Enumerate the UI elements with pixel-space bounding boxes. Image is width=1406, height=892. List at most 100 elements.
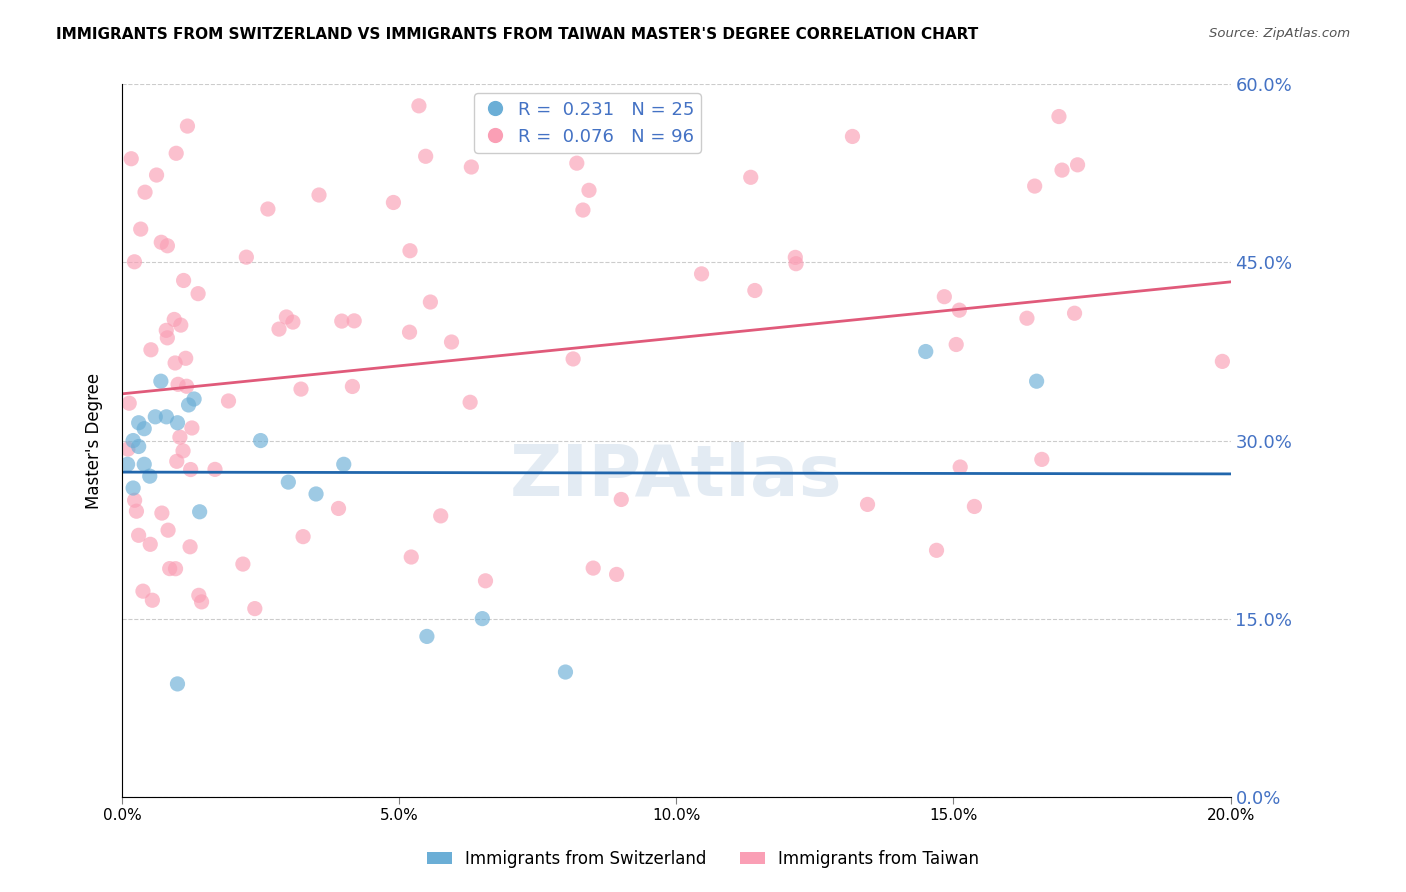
Immigrants from Taiwan <box>134 185 156 199</box>
Immigrants from Switzerland <box>117 458 139 472</box>
Immigrants from Taiwan <box>118 396 141 410</box>
Immigrants from Switzerland <box>183 392 205 406</box>
Immigrants from Taiwan <box>474 574 496 588</box>
Immigrants from Taiwan <box>744 284 766 298</box>
Immigrants from Taiwan <box>132 584 155 599</box>
Immigrants from Taiwan <box>292 530 315 544</box>
Immigrants from Taiwan <box>399 549 422 564</box>
Immigrants from Taiwan <box>856 497 879 511</box>
Immigrants from Taiwan <box>419 295 441 310</box>
Immigrants from Taiwan <box>180 462 202 476</box>
Immigrants from Taiwan <box>562 351 585 366</box>
Immigrants from Switzerland <box>166 416 188 430</box>
Immigrants from Taiwan <box>165 562 187 576</box>
Immigrants from Taiwan <box>740 170 762 185</box>
Immigrants from Taiwan <box>165 356 187 370</box>
Text: Source: ZipAtlas.com: Source: ZipAtlas.com <box>1209 27 1350 40</box>
Immigrants from Taiwan <box>218 394 240 409</box>
Immigrants from Switzerland <box>166 677 188 691</box>
Immigrants from Taiwan <box>398 325 420 339</box>
Immigrants from Taiwan <box>934 290 956 304</box>
Immigrants from Taiwan <box>1211 354 1233 368</box>
Immigrants from Taiwan <box>308 188 330 202</box>
Immigrants from Taiwan <box>606 567 628 582</box>
Immigrants from Taiwan <box>232 557 254 571</box>
Immigrants from Taiwan <box>565 156 588 170</box>
Immigrants from Taiwan <box>1050 163 1073 178</box>
Immigrants from Taiwan <box>156 239 179 253</box>
Immigrants from Taiwan <box>166 454 188 468</box>
Immigrants from Switzerland <box>277 475 299 489</box>
Immigrants from Taiwan <box>440 334 463 349</box>
Immigrants from Taiwan <box>159 561 181 575</box>
Immigrants from Taiwan <box>170 318 193 332</box>
Immigrants from Taiwan <box>165 146 187 161</box>
Immigrants from Taiwan <box>129 222 152 236</box>
Immigrants from Switzerland <box>332 458 354 472</box>
Immigrants from Switzerland <box>139 469 162 483</box>
Immigrants from Taiwan <box>1063 306 1085 320</box>
Immigrants from Switzerland <box>249 434 271 448</box>
Immigrants from Taiwan <box>176 119 198 133</box>
Immigrants from Taiwan <box>1024 179 1046 194</box>
Immigrants from Taiwan <box>785 251 807 265</box>
Legend: Immigrants from Switzerland, Immigrants from Taiwan: Immigrants from Switzerland, Immigrants … <box>420 844 986 875</box>
Immigrants from Switzerland <box>143 409 166 424</box>
Immigrants from Taiwan <box>167 377 190 392</box>
Immigrants from Taiwan <box>1031 452 1053 467</box>
Immigrants from Taiwan <box>948 303 970 318</box>
Text: IMMIGRANTS FROM SWITZERLAND VS IMMIGRANTS FROM TAIWAN MASTER'S DEGREE CORRELATIO: IMMIGRANTS FROM SWITZERLAND VS IMMIGRANT… <box>56 27 979 42</box>
Immigrants from Switzerland <box>471 612 494 626</box>
Immigrants from Taiwan <box>117 442 139 456</box>
Immigrants from Taiwan <box>169 430 191 444</box>
Immigrants from Taiwan <box>785 257 807 271</box>
Immigrants from Taiwan <box>408 99 430 113</box>
Immigrants from Switzerland <box>1025 374 1047 388</box>
Immigrants from Taiwan <box>1015 311 1038 326</box>
Immigrants from Taiwan <box>150 235 173 250</box>
Immigrants from Taiwan <box>1047 110 1070 124</box>
Immigrants from Taiwan <box>925 543 948 558</box>
Immigrants from Taiwan <box>157 523 180 537</box>
Immigrants from Switzerland <box>122 434 145 448</box>
Immigrants from Taiwan <box>267 322 290 336</box>
Immigrants from Taiwan <box>578 183 600 197</box>
Immigrants from Taiwan <box>163 312 186 326</box>
Immigrants from Taiwan <box>128 528 150 542</box>
Immigrants from Switzerland <box>128 440 150 454</box>
Immigrants from Taiwan <box>204 462 226 476</box>
Immigrants from Taiwan <box>174 351 197 366</box>
Immigrants from Taiwan <box>155 323 177 337</box>
Immigrants from Taiwan <box>945 337 967 351</box>
Immigrants from Taiwan <box>139 343 162 357</box>
Immigrants from Taiwan <box>963 500 986 514</box>
Immigrants from Taiwan <box>141 593 163 607</box>
Immigrants from Switzerland <box>134 458 156 472</box>
Immigrants from Taiwan <box>429 508 451 523</box>
Immigrants from Taiwan <box>187 286 209 301</box>
Immigrants from Taiwan <box>187 588 209 602</box>
Immigrants from Taiwan <box>180 421 202 435</box>
Immigrants from Switzerland <box>416 629 439 643</box>
Legend: R =  0.231   N = 25, R =  0.076   N = 96: R = 0.231 N = 25, R = 0.076 N = 96 <box>474 94 702 153</box>
Immigrants from Taiwan <box>124 493 146 508</box>
Immigrants from Taiwan <box>572 202 595 217</box>
Immigrants from Switzerland <box>122 481 145 495</box>
Immigrants from Switzerland <box>134 422 156 436</box>
Immigrants from Taiwan <box>460 160 482 174</box>
Immigrants from Switzerland <box>155 409 177 424</box>
Immigrants from Taiwan <box>156 331 179 345</box>
Immigrants from Taiwan <box>342 379 364 393</box>
Immigrants from Taiwan <box>243 601 266 615</box>
Immigrants from Taiwan <box>582 561 605 575</box>
Immigrants from Taiwan <box>139 537 162 551</box>
Immigrants from Taiwan <box>399 244 422 258</box>
Immigrants from Taiwan <box>145 168 167 182</box>
Immigrants from Taiwan <box>179 540 201 554</box>
Immigrants from Taiwan <box>690 267 713 281</box>
Immigrants from Switzerland <box>188 505 211 519</box>
Text: ZIPAtlas: ZIPAtlas <box>510 442 842 510</box>
Immigrants from Taiwan <box>257 202 280 216</box>
Immigrants from Taiwan <box>190 595 212 609</box>
Immigrants from Taiwan <box>382 195 405 210</box>
